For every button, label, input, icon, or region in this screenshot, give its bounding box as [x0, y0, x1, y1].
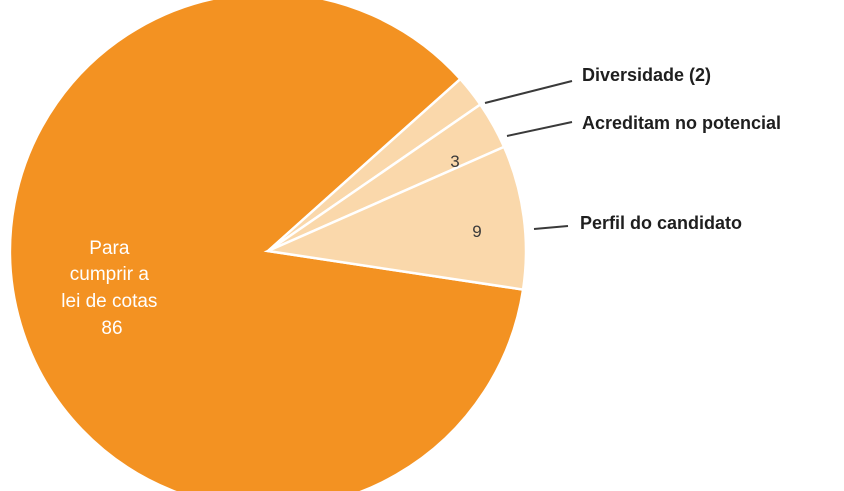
label-perfil-value: 9 — [472, 222, 481, 241]
legend-diversidade: Diversidade (2) — [582, 65, 711, 85]
label-lei-de-cotas-line-3: lei de cotas — [61, 291, 157, 312]
legend-acreditam: Acreditam no potencial — [582, 113, 781, 133]
label-lei-de-cotas: Para cumprir a lei de cotas 86 — [61, 238, 162, 339]
slice-perfil-do-candidato — [263, 145, 528, 292]
leader-line-diversidade — [484, 80, 573, 104]
leader-lines — [484, 80, 573, 230]
label-acreditam-value: 3 — [450, 152, 459, 171]
leader-line-acreditam — [506, 121, 573, 137]
leader-line-perfil — [533, 225, 569, 230]
slice-lei-de-cotas — [8, 0, 525, 491]
slice-labels: Para cumprir a lei de cotas 86 9 3 — [61, 152, 481, 339]
legend-labels: Diversidade (2) Acreditam no potencial P… — [580, 65, 781, 233]
pie-slices — [8, 0, 528, 491]
label-lei-de-cotas-line-1: Para — [89, 238, 130, 259]
legend-perfil: Perfil do candidato — [580, 213, 742, 233]
label-lei-de-cotas-line-4: 86 — [101, 318, 122, 339]
label-lei-de-cotas-line-2: cumprir a — [70, 264, 150, 285]
